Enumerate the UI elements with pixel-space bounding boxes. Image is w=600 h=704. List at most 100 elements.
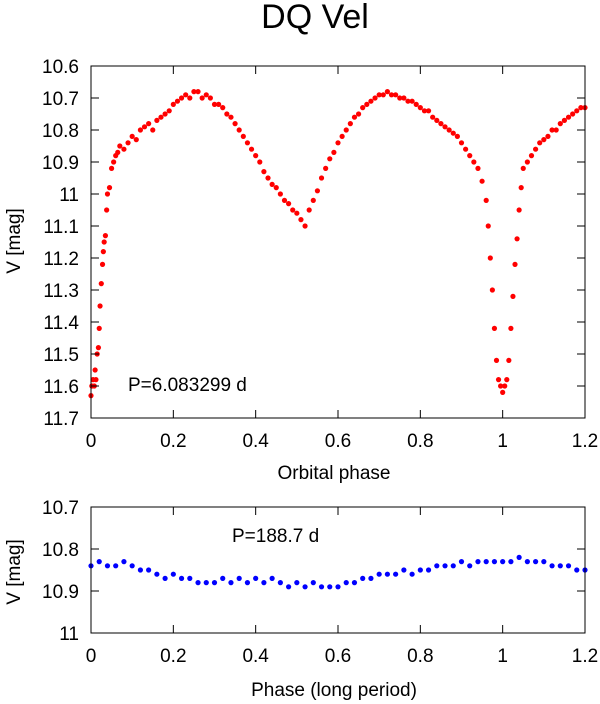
orbital-phase-y-tick-label: 10.7 xyxy=(42,89,79,110)
orbital-phase-data-point xyxy=(248,146,255,152)
long-period-data-point xyxy=(574,567,580,573)
long-period-data-point xyxy=(302,584,308,590)
orbital-phase-data-point xyxy=(318,175,325,181)
long-period-data-point xyxy=(351,580,358,586)
long-period-data-point xyxy=(384,571,390,577)
orbital-phase-data-point xyxy=(384,89,390,95)
orbital-phase-data-point xyxy=(220,105,226,111)
long-period-x-tick-label: 1 xyxy=(497,646,508,667)
long-period-x-tick-label: 1.2 xyxy=(572,646,598,667)
long-period-data-point xyxy=(524,559,530,565)
orbital-phase-data-point xyxy=(203,92,209,98)
long-period-data-point xyxy=(104,563,111,569)
orbital-phase-data-point xyxy=(425,108,432,114)
orbital-phase-data-point xyxy=(228,114,234,120)
long-period-data-point xyxy=(368,575,374,582)
orbital-phase-data-point xyxy=(257,159,263,165)
orbital-phase-data-point xyxy=(99,261,106,267)
long-period-data-point xyxy=(203,580,209,586)
long-period-data-point xyxy=(417,567,423,573)
orbital-phase-data-point xyxy=(224,111,230,117)
orbital-phase-data-point xyxy=(524,159,530,165)
long-period-data-point xyxy=(343,580,349,586)
long-period-data-point xyxy=(261,580,267,586)
long-period-data-point xyxy=(310,580,316,586)
orbital-phase-data-point xyxy=(506,357,512,363)
orbital-phase-y-tick-label: 10.9 xyxy=(42,153,79,174)
orbital-phase-x-tick-label: 0.2 xyxy=(160,431,186,452)
orbital-phase-data-point xyxy=(446,127,452,133)
long-period-data-point xyxy=(178,575,185,582)
long-period-data-point xyxy=(137,567,143,573)
orbital-phase-data-point xyxy=(372,95,378,101)
orbital-phase-y-tick-label: 11.7 xyxy=(43,409,79,430)
orbital-phase-data-point xyxy=(146,121,152,127)
orbital-phase-data-point xyxy=(545,133,551,139)
orbital-phase-data-point xyxy=(528,153,535,159)
orbital-phase-data-point xyxy=(170,101,176,107)
orbital-phase-data-point xyxy=(351,114,358,120)
figure-title: DQ Vel xyxy=(261,0,369,36)
long-period-data-point xyxy=(96,559,102,565)
orbital-phase-y-label: V [mag] xyxy=(4,208,25,273)
long-period-data-point xyxy=(121,559,127,565)
orbital-phase-data-point xyxy=(216,101,222,107)
long-period-data-point xyxy=(286,584,292,590)
orbital-phase-data-point xyxy=(298,217,304,223)
orbital-phase-data-point xyxy=(493,357,500,363)
long-period-data-point xyxy=(467,563,473,569)
long-period-x-tick-label: 0.8 xyxy=(407,646,433,667)
orbital-phase-data-point xyxy=(141,124,148,130)
orbital-phase-data-point xyxy=(111,159,117,165)
orbital-phase-x-tick-label: 0 xyxy=(86,431,97,452)
orbital-phase-data-point xyxy=(187,95,193,101)
orbital-phase-y-tick-label: 11.2 xyxy=(43,249,79,270)
orbital-phase-data-point xyxy=(244,140,251,146)
orbital-phase-data-point xyxy=(174,98,181,104)
orbital-phase-y-tick-label: 11.5 xyxy=(43,345,79,366)
orbital-phase-data-point xyxy=(323,165,329,171)
long-period-data-point xyxy=(516,554,522,561)
orbital-phase-data-point xyxy=(102,233,109,239)
long-period-data-point xyxy=(277,580,283,586)
orbital-phase-x-tick-label: 1 xyxy=(497,431,508,452)
orbital-phase-x-label: Orbital phase xyxy=(277,463,390,484)
orbital-phase-data-point xyxy=(483,197,489,203)
orbital-phase-data-point xyxy=(421,108,428,114)
orbital-phase-data-point xyxy=(273,185,279,191)
orbital-phase-data-point xyxy=(413,101,419,107)
orbital-phase-x-tick-label: 0.8 xyxy=(407,431,433,452)
orbital-phase-data-point xyxy=(158,114,164,120)
orbital-phase-data-point xyxy=(211,101,218,107)
long-period-frame xyxy=(90,506,586,634)
long-period-data-point xyxy=(162,575,168,582)
orbital-phase-data-point xyxy=(310,197,316,203)
orbital-phase-data-point xyxy=(475,165,481,171)
long-period-x-tick-label: 0 xyxy=(86,646,97,667)
orbital-phase-data-point xyxy=(106,185,113,191)
long-period-data-point xyxy=(294,580,300,586)
long-period-y-tick-label: 11 xyxy=(59,624,79,645)
orbital-phase-axes: 0 0.2 0.4 0.6 0.8 1 1.210.610.710.810.91111.11… xyxy=(42,57,598,452)
long-period-data-point xyxy=(269,575,275,582)
orbital-period-annotation: P=6.083299 d xyxy=(128,375,247,396)
orbital-phase-data-point xyxy=(108,165,115,171)
orbital-phase-data-point xyxy=(121,146,127,152)
orbital-phase-data-point xyxy=(281,197,288,203)
long-period-data-point xyxy=(393,571,399,577)
orbital-phase-data-point xyxy=(553,127,559,133)
orbital-phase-data-point xyxy=(489,287,495,293)
orbital-phase-data-point xyxy=(306,207,312,213)
long-period-data-point xyxy=(253,575,259,582)
orbital-phase-data-point xyxy=(137,127,143,133)
orbital-phase-data-point xyxy=(397,95,403,101)
orbital-phase-data-point xyxy=(541,137,547,143)
orbital-phase-data-point xyxy=(405,98,411,104)
orbital-phase-data-point xyxy=(314,188,321,194)
orbital-phase-data-point xyxy=(166,108,172,114)
orbital-phase-data-point xyxy=(98,281,104,287)
orbital-phase-data-point xyxy=(294,210,300,216)
orbital-phase-data-point xyxy=(510,293,516,299)
orbital-phase-data-point xyxy=(514,236,520,242)
orbital-phase-data-point xyxy=(376,92,382,98)
